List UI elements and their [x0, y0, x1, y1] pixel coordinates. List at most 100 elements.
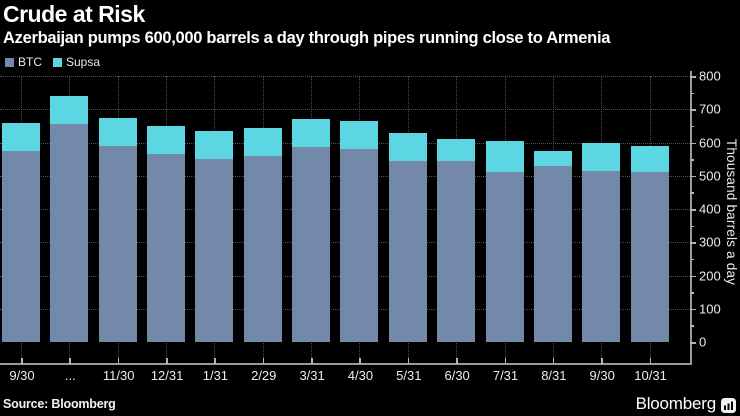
x-tick-label: 5/31: [396, 368, 422, 383]
legend-label: Supsa: [66, 55, 101, 69]
x-tick-label: 8/31: [541, 368, 567, 383]
y-tick-minor: [690, 225, 694, 228]
x-tick-label: 3/31: [299, 368, 325, 383]
bar-segment-supsa: [147, 125, 186, 155]
bar-segment-btc: [50, 124, 89, 342]
x-tick: [21, 358, 23, 364]
y-tick-minor: [690, 292, 694, 294]
bar-segment-btc: [533, 165, 572, 342]
y-axis-line: [690, 71, 692, 364]
bar-segment-supsa: [533, 150, 572, 166]
bar-segment-btc: [147, 154, 186, 342]
x-tick: [649, 358, 652, 364]
x-tick: [359, 358, 361, 364]
y-tick-major: [690, 342, 696, 344]
h-gridline: [0, 109, 690, 111]
x-tick: [311, 358, 313, 364]
bar-segment-btc: [243, 155, 282, 342]
x-tick-label: 2/29: [251, 368, 277, 383]
y-tick-major: [690, 76, 696, 78]
legend-label: BTC: [18, 55, 42, 69]
bar-segment-btc: [2, 150, 40, 342]
y-tick-minor: [690, 192, 694, 194]
bar-segment-btc: [292, 147, 331, 342]
x-tick: [601, 358, 603, 364]
bar-segment-supsa: [50, 95, 89, 125]
bar-segment-supsa: [98, 117, 137, 146]
chart-title: Crude at Risk: [3, 1, 145, 27]
y-tick-major: [690, 308, 696, 311]
x-axis-line: [0, 363, 692, 365]
y-tick-label: 500: [699, 168, 721, 184]
legend-item-supsa: Supsa: [53, 55, 100, 69]
x-tick-label: 6/30: [444, 368, 470, 383]
legend-item-btc: BTC: [5, 55, 42, 69]
y-tick-label: 600: [699, 135, 721, 150]
x-tick: [166, 358, 168, 364]
bar-segment-btc: [437, 160, 476, 342]
y-tick-label: 0: [699, 334, 707, 350]
bar-segment-btc: [630, 172, 669, 342]
y-axis-title: Thousand barrels a day: [724, 138, 739, 286]
bar-segment-btc: [98, 145, 137, 342]
bar-segment-supsa: [437, 139, 476, 161]
y-tick-minor: [690, 258, 694, 261]
x-tick-label: 4/30: [347, 368, 374, 383]
y-tick-major: [690, 109, 696, 111]
bar-segment-btc: [340, 149, 379, 342]
source-note: Source: Bloomberg: [3, 397, 116, 411]
bar-segment-btc: [485, 172, 524, 342]
x-tick: [407, 358, 410, 364]
bar-segment-supsa: [243, 127, 282, 156]
x-tick: [117, 358, 120, 364]
y-tick-label: 100: [699, 301, 721, 317]
x-tick-label: 10/31: [634, 368, 667, 383]
y-tick-minor: [690, 125, 694, 128]
x-tick: [262, 358, 265, 364]
x-tick-label: 1/31: [202, 368, 229, 383]
bloomberg-logo: Bloomberg: [636, 394, 736, 414]
y-tick-minor: [690, 159, 694, 161]
bar-segment-btc: [195, 159, 234, 342]
bar-segment-supsa: [630, 145, 669, 173]
bar-segment-supsa: [340, 120, 379, 150]
bar-segment-supsa: [582, 142, 621, 171]
x-tick: [69, 358, 71, 364]
y-tick-major: [690, 142, 696, 144]
bar-segment-supsa: [2, 122, 40, 151]
bar-segment-supsa: [485, 140, 524, 173]
h-gridline: [0, 76, 690, 77]
y-tick-label: 700: [699, 101, 721, 117]
x-tick: [552, 358, 555, 364]
x-tick-label: 7/31: [492, 368, 519, 383]
y-tick-major: [690, 242, 696, 244]
bloomberg-chart-icon: [721, 397, 736, 413]
y-tick-major: [690, 209, 696, 211]
bar-segment-supsa: [195, 130, 234, 160]
legend-swatch-supsa: [53, 57, 62, 67]
y-tick-minor: [690, 92, 694, 95]
x-tick: [214, 358, 216, 364]
legend-swatch-btc: [5, 57, 14, 67]
x-tick-label: 12/31: [150, 368, 184, 383]
x-tick-label: 9/30: [9, 368, 35, 383]
y-tick-label: 400: [699, 201, 721, 217]
bar-segment-btc: [582, 170, 621, 342]
y-tick-minor: [690, 325, 694, 327]
bar-segment-btc: [388, 160, 427, 342]
y-tick-label: 300: [699, 234, 721, 250]
legend: BTC Supsa: [5, 55, 100, 69]
x-tick-label: 11/30: [102, 368, 135, 383]
x-tick-label: ...: [64, 368, 76, 383]
bar-segment-supsa: [388, 132, 427, 161]
y-tick-major: [690, 175, 696, 178]
x-tick-label: 9/30: [589, 368, 615, 383]
y-tick-label: 200: [699, 268, 721, 283]
y-tick-major: [690, 275, 696, 277]
bloomberg-logo-text: Bloomberg: [635, 394, 717, 413]
bar-segment-supsa: [292, 119, 331, 148]
chart-subtitle: Azerbaijan pumps 600,000 barrels a day t…: [3, 29, 611, 47]
x-tick: [504, 358, 506, 364]
